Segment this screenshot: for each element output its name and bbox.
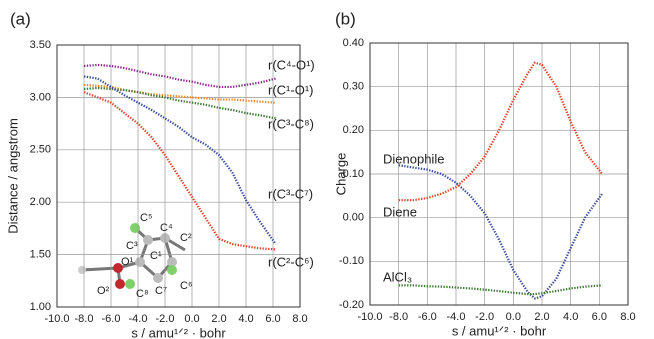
y-tick-label: 3.50 <box>30 39 51 51</box>
x-tick-label: -4.0 <box>447 311 466 323</box>
x-tick-label: 4.0 <box>563 311 578 323</box>
x-tick-label: -10.0 <box>357 311 382 323</box>
atom-label: C¹ <box>150 250 162 262</box>
y-axis-label: Distance / angstrom <box>5 118 20 234</box>
x-tick-label: -2.0 <box>156 313 175 325</box>
x-tick-label: 2.0 <box>534 311 549 323</box>
y-tick-label: 3.00 <box>30 91 51 103</box>
atom-label: C⁷ <box>155 285 167 297</box>
atom-label: C⁶ <box>180 280 192 292</box>
x-tick-label: 6.0 <box>592 311 607 323</box>
atom-label: C⁵ <box>140 212 153 224</box>
x-tick-label: -10.0 <box>44 313 69 325</box>
panel-label: (a) <box>10 9 31 28</box>
x-axis-label: s / amu¹ᐟ² · bohr <box>131 325 226 339</box>
x-tick-label: -6.0 <box>418 311 437 323</box>
atom-label: O² <box>97 285 110 297</box>
series-line <box>84 92 276 249</box>
series-label: r(C⁴-O¹) <box>268 57 315 72</box>
atom-label: O¹ <box>121 256 134 268</box>
y-axis-label: Charge <box>333 153 348 196</box>
x-tick-label: 0.0 <box>506 311 521 323</box>
y-tick-label: 2.50 <box>30 144 51 156</box>
y-tick-label: 2.00 <box>30 196 51 208</box>
series-label: Diene <box>383 204 417 219</box>
x-axis-label: s / amu¹ᐟ² · bohr <box>452 323 547 338</box>
x-tick-label: -8.0 <box>75 313 94 325</box>
y-tick-label: 1.50 <box>30 249 51 261</box>
series-line <box>84 76 276 244</box>
x-tick-label: 8.0 <box>292 313 307 325</box>
x-tick-label: -4.0 <box>129 313 148 325</box>
x-tick-label: 8.0 <box>620 311 635 323</box>
x-tick-label: 4.0 <box>238 313 253 325</box>
y-tick-label: -0.10 <box>339 255 364 267</box>
atom-label: C² <box>180 232 192 244</box>
series-label: r(C³-C⁷) <box>268 186 313 201</box>
y-tick-label: 0.30 <box>343 81 364 93</box>
panel-label: (b) <box>335 9 356 28</box>
chart: -10.0 -8.0 -6.0 -4.0 -2.0 0.0 2.0 4.0 6.0 8.0 1.00… <box>0 0 654 339</box>
series-line <box>399 63 603 201</box>
x-tick-label: -2.0 <box>475 311 494 323</box>
series-label: Dienophile <box>383 151 444 166</box>
atom-label: C⁴ <box>160 222 173 234</box>
y-tick-label: 1.00 <box>30 301 51 313</box>
x-tick-label: 6.0 <box>265 313 280 325</box>
x-tick-label: -8.0 <box>389 311 408 323</box>
y-tick-label: 0.00 <box>343 212 364 224</box>
x-tick-label: 2.0 <box>211 313 226 325</box>
atom-label: C³ <box>126 240 138 252</box>
series-label: AlCl₃ <box>383 269 412 284</box>
series-label: r(C²-C⁶) <box>268 254 314 269</box>
atom-label: C⁸ <box>136 288 149 300</box>
series-label: r(C³-C⁸) <box>268 116 314 131</box>
y-tick-label: 0.40 <box>343 37 364 49</box>
y-tick-label: 0.20 <box>343 124 364 136</box>
series-label: r(C¹-O¹) <box>268 82 313 97</box>
y-tick-label: -0.20 <box>339 299 364 311</box>
series-line <box>84 65 276 87</box>
x-tick-label: -6.0 <box>102 313 121 325</box>
x-tick-label: 0.0 <box>184 313 199 325</box>
series-line <box>84 88 276 118</box>
series-line <box>399 165 603 298</box>
series-line <box>399 285 603 294</box>
